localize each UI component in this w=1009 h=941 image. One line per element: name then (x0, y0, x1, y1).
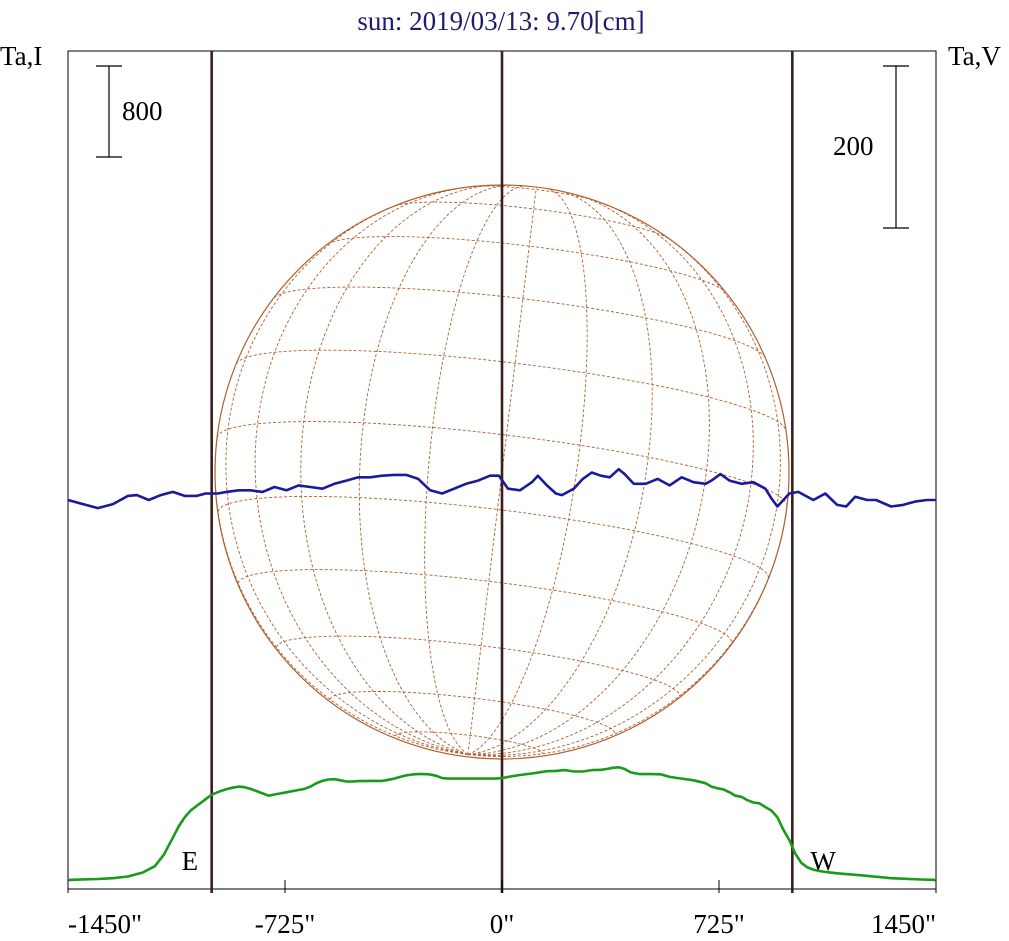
x-tick-label: 725" (693, 909, 745, 939)
grid-meridian (424, 185, 525, 755)
x-tick-label: 0" (490, 909, 515, 939)
x-tick-label: -1450" (68, 909, 142, 939)
solar-disk (214, 184, 790, 760)
left-axis-label: Ta,I (0, 41, 42, 71)
series-line-polarization (67, 467, 936, 510)
right-scale-bar: 200 (833, 65, 909, 229)
right-axis-label: Ta,V (948, 41, 1001, 71)
series-layer (67, 467, 937, 882)
grid-parallel (329, 691, 616, 734)
series-line-intensity (67, 766, 937, 882)
grid-meridian (358, 184, 515, 755)
right-scale-label: 200 (833, 131, 874, 161)
x-axis-ticks: -1450" -725" 0" 725" 1450" (67, 880, 937, 939)
grid-parallel (471, 185, 600, 203)
grid-meridian (467, 187, 537, 755)
grid-meridian (467, 190, 653, 755)
grid-parallel (275, 635, 680, 697)
grid-meridian (467, 188, 588, 755)
grid-parallel (273, 286, 766, 358)
grid-parallel (235, 349, 787, 431)
grid-meridian (467, 194, 710, 755)
grid-meridian (467, 201, 754, 756)
grid-meridian (214, 437, 468, 755)
grid-meridian (467, 506, 788, 758)
x-tick-label: -725" (255, 909, 316, 939)
grid-meridian (300, 184, 495, 755)
grid-parallel (217, 495, 769, 579)
chart-title: sun: 2019/03/13: 9.70[cm] (357, 6, 644, 36)
left-scale-label: 800 (122, 96, 163, 126)
limb-marker-label: E (182, 846, 199, 876)
x-tick-label: 1450" (871, 909, 936, 939)
heliographic-grid (214, 184, 788, 758)
grid-meridian (225, 200, 468, 755)
grid-parallel (327, 236, 726, 293)
grid-meridian (254, 186, 472, 755)
grid-parallel (237, 569, 733, 644)
left-scale-bar: 800 (96, 65, 163, 158)
grid-meridian (467, 230, 781, 756)
